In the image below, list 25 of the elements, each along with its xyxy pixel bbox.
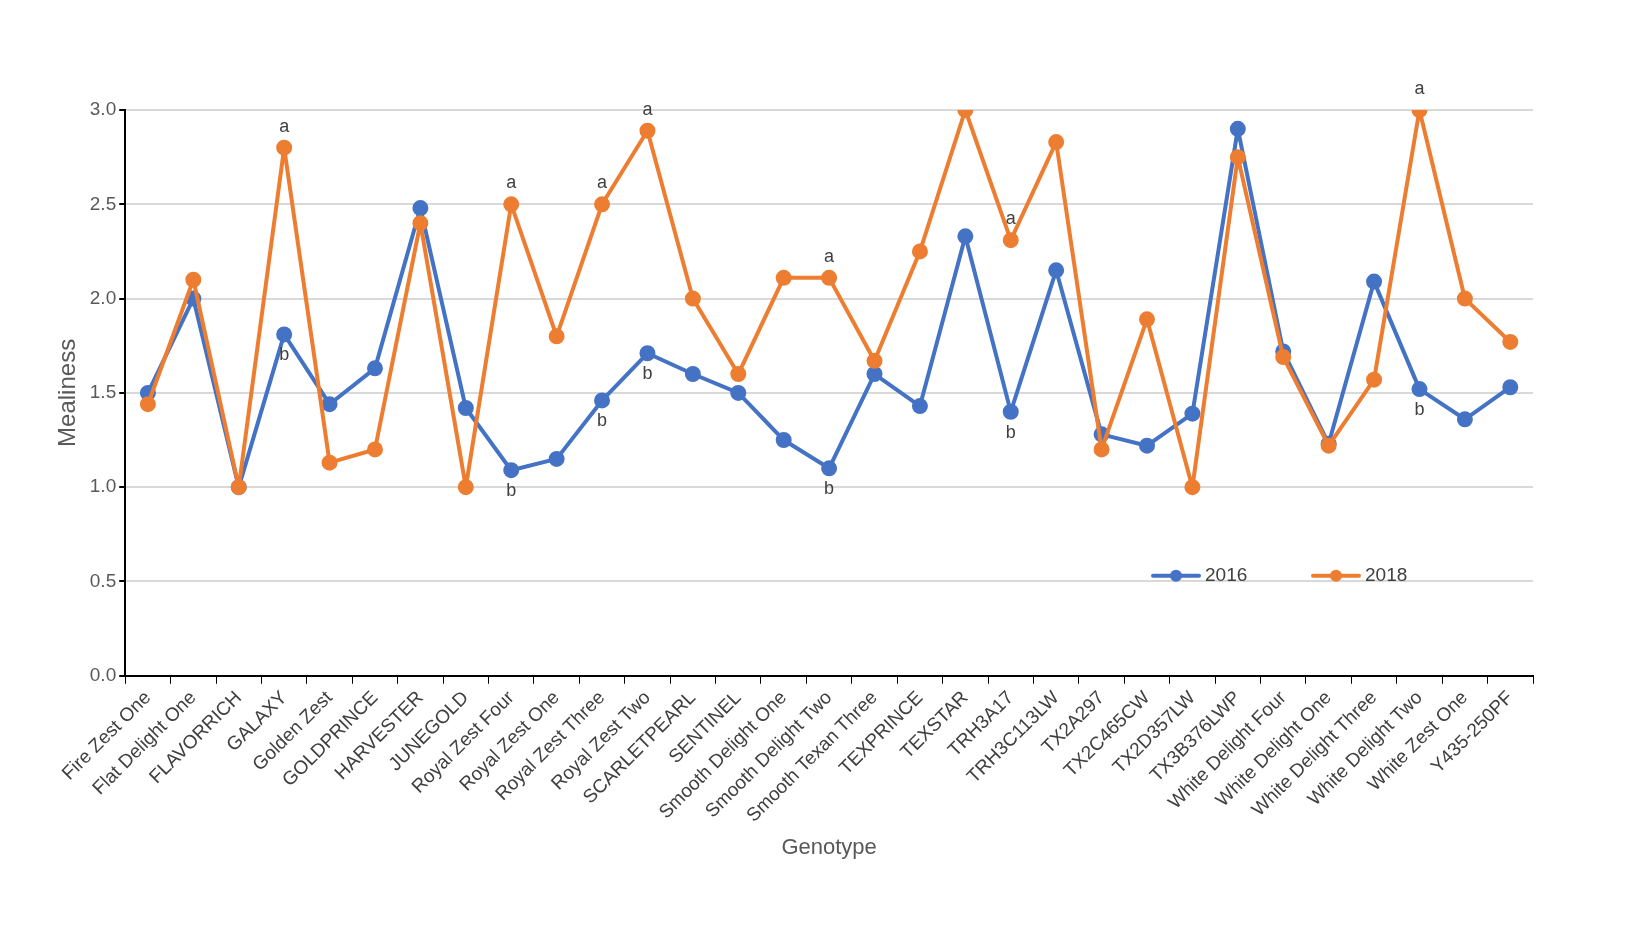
y-axis-title: Mealiness bbox=[53, 338, 81, 447]
annotation: a bbox=[1005, 208, 1017, 229]
annotation: a bbox=[1414, 77, 1426, 98]
annotation: b bbox=[1414, 399, 1425, 420]
y-tick-label: 0.5 bbox=[89, 569, 117, 591]
annotation: b bbox=[597, 410, 608, 431]
y-tick-label: 2.0 bbox=[89, 286, 117, 308]
annotation: a bbox=[279, 115, 291, 136]
y-tick-label: 0.0 bbox=[89, 664, 117, 685]
legend-label: 2016 bbox=[1205, 564, 1248, 585]
y-tick-label: 3.0 bbox=[89, 98, 117, 120]
annotation: b bbox=[824, 478, 835, 499]
annotation: b bbox=[279, 344, 290, 365]
annotation: b bbox=[1005, 421, 1016, 442]
annotation: a bbox=[642, 98, 654, 119]
annotation: b bbox=[506, 480, 517, 501]
annotation: a bbox=[597, 172, 609, 193]
annotation: b bbox=[642, 363, 653, 384]
annotation: a bbox=[824, 245, 836, 266]
legend-label: 2018 bbox=[1365, 564, 1408, 585]
y-tick-label: 1.0 bbox=[89, 475, 117, 497]
y-tick-label: 2.5 bbox=[89, 192, 117, 214]
x-axis-title: Genotype bbox=[781, 833, 877, 859]
annotation: a bbox=[506, 172, 518, 193]
y-tick-label: 1.5 bbox=[89, 381, 117, 403]
